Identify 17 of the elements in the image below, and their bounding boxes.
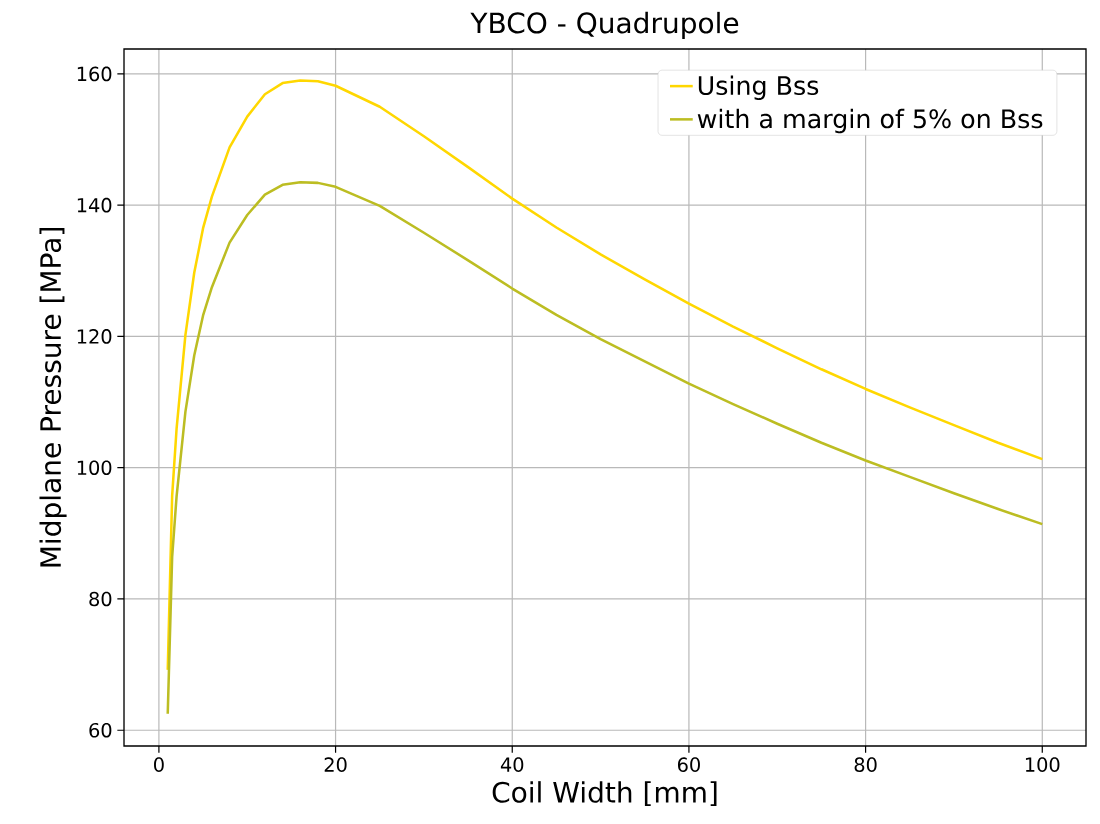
x-tick-label: 100	[1025, 757, 1060, 772]
x-tick-label: 80	[854, 757, 877, 772]
y-tick-label: 60	[89, 722, 112, 738]
x-tick-label: 0	[154, 757, 164, 772]
legend-label: Using Bss	[698, 75, 819, 101]
y-tick-label: 80	[89, 591, 112, 607]
x-tick-label: 20	[324, 757, 347, 772]
x-tick-label: 60	[677, 757, 700, 772]
y-axis-title: Midplane Pressure [MPa]	[39, 228, 67, 567]
y-tick-label: 100	[77, 460, 112, 476]
x-tick-label: 40	[500, 757, 524, 772]
legend-label: with a margin of 5% on Bss	[697, 108, 1043, 134]
y-tick-label: 140	[77, 197, 112, 213]
y-tick-label: 120	[77, 329, 112, 344]
x-axis-title: Coil Width [mm]	[492, 781, 717, 807]
y-tick-label: 160	[77, 66, 112, 82]
chart-title: YBCO - Quadrupole	[470, 11, 739, 39]
